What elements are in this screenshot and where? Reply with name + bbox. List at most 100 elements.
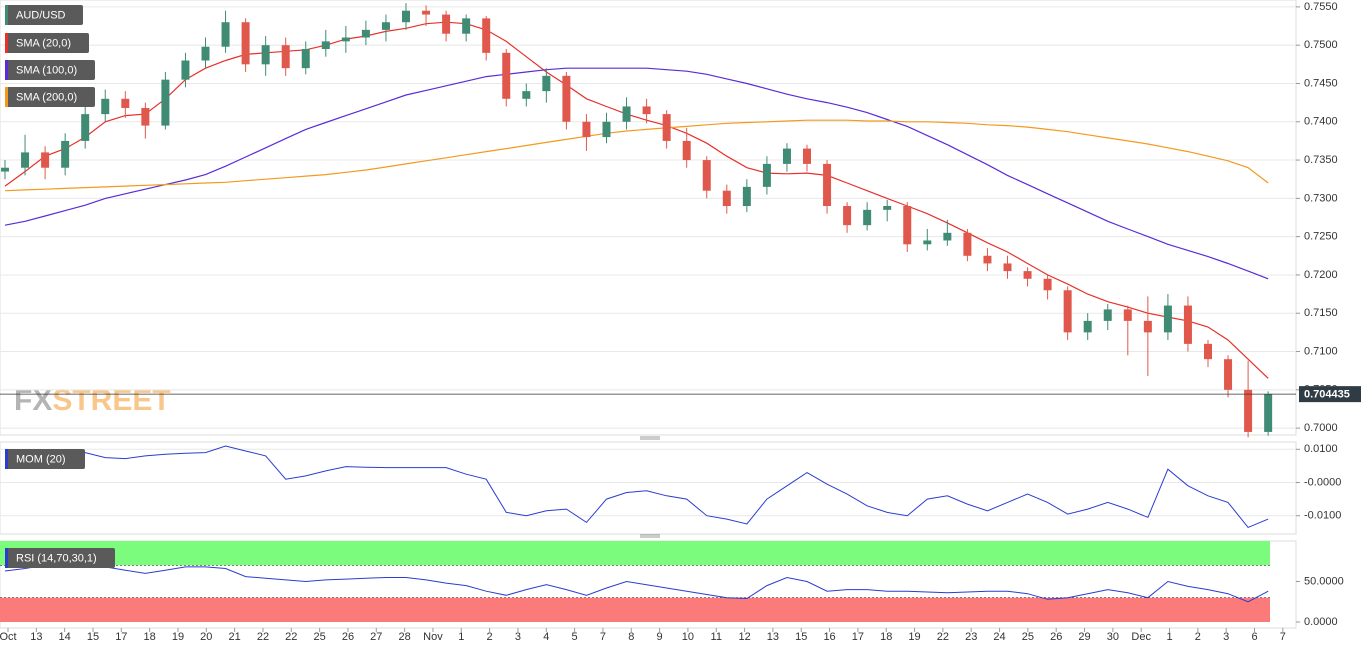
x-tick-label: 26 xyxy=(1050,631,1062,643)
x-tick-label: Dec xyxy=(1131,631,1151,643)
candle-body xyxy=(1003,263,1012,272)
x-tick-label: 4 xyxy=(543,631,549,643)
candle-body xyxy=(141,107,150,126)
candle-body xyxy=(823,163,832,207)
x-tick-label: 27 xyxy=(370,631,382,643)
candle-body xyxy=(963,232,972,256)
y-tick-label: 0.7400 xyxy=(1304,116,1338,128)
legend-item: AUD/USD xyxy=(5,5,83,25)
candle-body xyxy=(502,52,511,99)
candle-body xyxy=(903,206,912,245)
legend-item[interactable]: MOM (20) xyxy=(5,449,85,469)
legend-box xyxy=(5,87,95,107)
legend-item[interactable]: RSI (14,70,30,1) xyxy=(5,548,115,568)
candle-body xyxy=(482,18,491,53)
candle-body xyxy=(21,152,30,168)
y-tick-label: 0.7500 xyxy=(1304,39,1338,51)
candle-body xyxy=(462,18,471,34)
legend-label: SMA (200,0) xyxy=(16,91,77,103)
x-tick-label: 1 xyxy=(1166,631,1172,643)
last-price-label: 0.704435 xyxy=(1304,389,1350,401)
x-tick-label: 15 xyxy=(795,631,807,643)
candle-body xyxy=(181,60,190,80)
candle-body xyxy=(1,167,9,172)
x-tick-label: 20 xyxy=(200,631,212,643)
legend-box xyxy=(5,449,85,469)
candle-body xyxy=(1264,394,1273,432)
candle-body xyxy=(1204,343,1212,360)
x-tick-label: 22 xyxy=(257,631,269,643)
legend-swatch xyxy=(5,5,8,25)
candle-body xyxy=(722,190,731,207)
x-tick-label: 8 xyxy=(628,631,634,643)
candle-body xyxy=(803,148,811,164)
candle-body xyxy=(1103,309,1112,321)
candle-body xyxy=(1063,290,1072,333)
x-tick-label: 12 xyxy=(738,631,750,643)
candle-body xyxy=(562,75,571,122)
legend-box xyxy=(5,33,89,53)
y-tick-label: 0.7450 xyxy=(1304,77,1338,89)
x-tick-label: 18 xyxy=(880,631,892,643)
x-tick-label: 17 xyxy=(852,631,864,643)
x-tick-label: 29 xyxy=(1078,631,1090,643)
x-tick-label: 7 xyxy=(600,631,606,643)
x-tick-label: 18 xyxy=(144,631,156,643)
candle-body xyxy=(1183,305,1192,344)
x-tick-label: 13 xyxy=(30,631,42,643)
candle-body xyxy=(943,232,952,241)
watermark-street: STREET xyxy=(52,384,170,417)
x-tick-label: 16 xyxy=(823,631,835,643)
band xyxy=(0,541,1270,566)
sma-line xyxy=(4,67,1269,280)
x-tick-label: Nov xyxy=(423,631,443,643)
panel-handle[interactable] xyxy=(640,436,660,440)
legend-box xyxy=(5,548,115,568)
x-tick-label: 3 xyxy=(515,631,521,643)
candle-body xyxy=(662,114,671,141)
x-tick-label: 25 xyxy=(1022,631,1034,643)
legend-item[interactable]: SMA (20,0) xyxy=(5,33,89,53)
legend-label: AUD/USD xyxy=(16,9,66,21)
candle-body xyxy=(843,206,852,226)
candle-body xyxy=(622,106,631,122)
x-tick-label: 19 xyxy=(908,631,920,643)
x-tick-label: 19 xyxy=(172,631,184,643)
y-tick-label: 0.7250 xyxy=(1304,231,1338,243)
y-tick-label: 0.7550 xyxy=(1304,1,1338,13)
legend-swatch xyxy=(5,33,8,53)
x-tick-label: 25 xyxy=(314,631,326,643)
panel-handle[interactable] xyxy=(640,534,660,538)
sma-line xyxy=(4,119,1269,192)
candle-body xyxy=(121,98,130,108)
x-tick-label: 30 xyxy=(1107,631,1119,643)
x-tick-label: 7 xyxy=(1280,631,1286,643)
candle-body xyxy=(863,209,872,226)
x-tick-label: 28 xyxy=(398,631,410,643)
x-tick-label: 11 xyxy=(711,631,722,643)
legend-item[interactable]: SMA (100,0) xyxy=(5,60,95,80)
legend-item[interactable]: SMA (200,0) xyxy=(5,87,95,107)
candle-body xyxy=(381,22,390,30)
y-tick-label: -0.0100 xyxy=(1304,510,1341,522)
candle-body xyxy=(1143,320,1152,333)
band xyxy=(0,597,1270,623)
candle-body xyxy=(682,140,691,161)
x-tick-label: 13 xyxy=(767,631,779,643)
candle-body xyxy=(782,148,791,164)
candle-body xyxy=(1043,278,1052,291)
legend-label: SMA (20,0) xyxy=(16,37,71,49)
x-tick-label: 9 xyxy=(657,631,663,643)
legend-label: MOM (20) xyxy=(16,453,66,465)
legend-swatch xyxy=(5,87,8,107)
candle-body xyxy=(281,45,290,69)
legend-swatch xyxy=(5,449,8,469)
y-tick-label: -0.0000 xyxy=(1304,476,1341,488)
indicator-line xyxy=(4,445,1269,529)
candle-body xyxy=(1163,305,1172,333)
candle-body xyxy=(883,206,892,210)
candle-body xyxy=(542,75,551,92)
x-tick-label: 15 xyxy=(87,631,99,643)
y-tick-label: 0.0100 xyxy=(1304,443,1338,455)
